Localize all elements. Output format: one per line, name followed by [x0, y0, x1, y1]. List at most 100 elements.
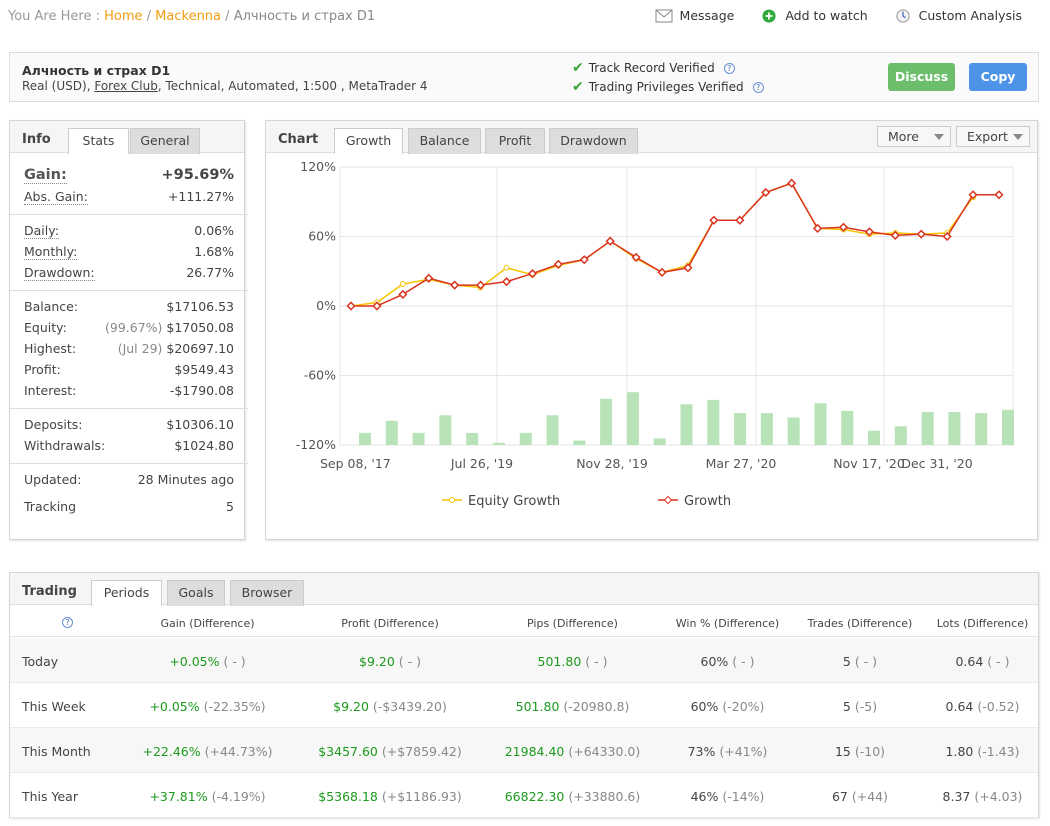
help-icon[interactable]: ?: [723, 63, 735, 74]
copy-button[interactable]: Copy: [969, 63, 1027, 91]
monthly-bar: [975, 413, 988, 445]
system-details: , Technical, Automated, 1:500 , MetaTrad…: [157, 79, 428, 93]
deposits-row: Deposits: $10306.10: [22, 415, 236, 436]
trading-panel: Trading Periods Goals Browser ? Gain (Di…: [9, 572, 1039, 818]
abs-gain-value: +111.27%: [167, 189, 234, 204]
trading-privileges-row: ✔ Trading Privileges Verified ?: [572, 78, 764, 97]
interest-value: -$1790.08: [169, 383, 234, 398]
tab-growth[interactable]: Growth: [334, 128, 403, 154]
lots-value: 1.80: [945, 744, 974, 759]
caret-down-icon: [934, 134, 944, 140]
x-tick-label: Dec 31, '20: [901, 456, 972, 471]
profit-difference: (-$3439.20): [368, 699, 447, 714]
stats-list: Gain: +95.69% Abs. Gain: +111.27% Daily:…: [10, 165, 248, 518]
data-point: [890, 230, 900, 240]
win-value: 60%: [700, 654, 729, 669]
monthly-bar: [412, 432, 425, 445]
discuss-button[interactable]: Discuss: [888, 63, 955, 91]
divider: [10, 290, 248, 291]
lots-value: 8.37: [942, 789, 971, 804]
y-tick-label: -60%: [304, 368, 336, 383]
export-dropdown[interactable]: Export: [956, 126, 1030, 147]
data-point: [709, 215, 719, 225]
deposits-value: $10306.10: [166, 417, 234, 432]
help-icon[interactable]: ?: [62, 617, 73, 628]
win-value: 46%: [690, 789, 719, 804]
monthly-bar: [948, 412, 961, 445]
equity-value: $17050.08: [166, 320, 234, 335]
abs-gain-row: Abs. Gain: +111.27%: [22, 187, 236, 208]
win-cell: 73% (+41%): [660, 744, 795, 759]
lots-value: 0.64: [945, 699, 974, 714]
add-to-watch-button[interactable]: Add to watch: [760, 8, 868, 23]
profit-difference: (+$7859.42): [377, 744, 462, 759]
data-point: [605, 236, 615, 246]
pips-cell: 66822.30 (+33880.6): [490, 789, 655, 804]
tab-drawdown[interactable]: Drawdown: [549, 128, 638, 154]
data-point: [424, 273, 434, 283]
monthly-bar: [734, 413, 747, 445]
win-difference: (-14%): [718, 789, 765, 804]
monthly-bar: [868, 430, 881, 445]
legend-marker: [449, 497, 455, 503]
profit-difference: (+$1186.93): [377, 789, 462, 804]
lots-difference: ( - ): [983, 654, 1010, 669]
breadcrumb-separator: /: [146, 9, 152, 24]
x-tick-label: Sep 08, '17: [320, 456, 391, 471]
monthly-bar: [546, 415, 559, 445]
trades-value: 5: [842, 654, 851, 669]
envelope-icon: [655, 9, 673, 22]
gain-difference: (-22.35%): [199, 699, 266, 714]
gain-value: +0.05%: [169, 654, 220, 669]
monthly-row: Monthly: 1.68%: [22, 242, 236, 263]
gain-cell: +0.05% ( - ): [130, 654, 285, 669]
data-point: [372, 301, 382, 311]
tab-stats[interactable]: Stats: [68, 128, 129, 154]
system-name: Алчность и страх D1: [22, 63, 171, 78]
tab-browser[interactable]: Browser: [230, 580, 304, 606]
system-header: Алчность и страх D1 Real (USD), Forex Cl…: [9, 52, 1039, 102]
daily-row: Daily: 0.06%: [22, 221, 236, 242]
breadcrumb: You Are Here : Home / Mackenna / Алчност…: [8, 9, 375, 24]
tab-profit[interactable]: Profit: [485, 128, 545, 154]
data-point: [579, 255, 589, 265]
trades-cell: 67 (+44): [795, 789, 925, 804]
equity-value-group: (99.67%) $17050.08: [105, 320, 234, 335]
export-label: Export: [967, 129, 1008, 144]
profit-value: $5368.18: [318, 789, 378, 804]
message-button[interactable]: Message: [655, 8, 734, 23]
monthly-bar: [600, 398, 613, 445]
checkmark-icon: ✔: [572, 60, 584, 76]
help-icon[interactable]: ?: [752, 82, 764, 93]
gain-difference: (+44.73%): [200, 744, 273, 759]
tab-general[interactable]: General: [130, 128, 200, 154]
highest-date: (Jul 29): [117, 341, 163, 356]
period-cell: This Month: [22, 744, 91, 759]
monthly-bar: [680, 404, 693, 445]
column-header: Gain (Difference): [160, 617, 255, 630]
broker-link[interactable]: Forex Club: [94, 79, 158, 93]
breadcrumb-home-link[interactable]: Home: [104, 9, 143, 24]
breadcrumb-user-link[interactable]: Mackenna: [155, 9, 222, 24]
track-record-row: ✔ Track Record Verified ?: [572, 59, 764, 78]
pips-value: 66822.30: [504, 789, 565, 804]
table-header: ? Gain (Difference) Profit (Difference) …: [10, 606, 1038, 637]
pips-difference: (+33880.6): [564, 789, 641, 804]
more-dropdown[interactable]: More: [877, 126, 951, 147]
custom-analysis-button[interactable]: Custom Analysis: [894, 8, 1022, 23]
trades-value: 5: [842, 699, 851, 714]
more-label: More: [888, 129, 919, 144]
tab-goals[interactable]: Goals: [167, 580, 225, 606]
win-difference: ( - ): [728, 654, 755, 669]
tab-balance[interactable]: Balance: [408, 128, 481, 154]
data-point: [450, 280, 460, 290]
tab-periods[interactable]: Periods: [91, 580, 162, 606]
balance-row: Balance: $17106.53: [22, 297, 236, 318]
monthly-bar: [653, 438, 666, 445]
profit-value: $9.20: [333, 699, 369, 714]
period-cell: This Year: [22, 789, 78, 804]
divider: [10, 214, 248, 215]
data-point: [812, 223, 823, 233]
lots-difference: (-1.43): [973, 744, 1020, 759]
info-panel-title: Info: [22, 132, 51, 147]
